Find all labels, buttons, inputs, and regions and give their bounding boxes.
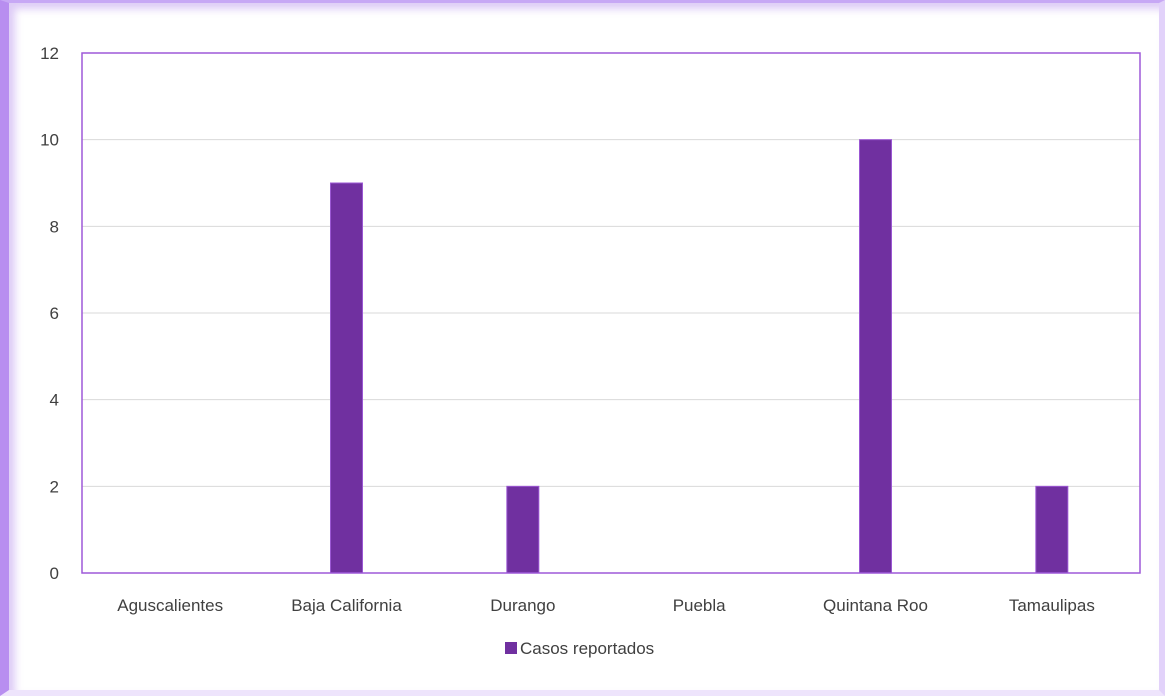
bars	[330, 139, 1069, 574]
y-axis-ticks: 0 2 4 6 8 10 12	[40, 44, 59, 583]
x-category-label: Puebla	[673, 596, 726, 615]
plot-border	[81, 52, 1141, 574]
bar	[506, 485, 540, 574]
legend-swatch	[505, 642, 517, 654]
bar	[330, 182, 363, 574]
x-category-label: Aguscalientes	[117, 596, 223, 615]
y-tick-label: 0	[50, 564, 59, 583]
y-tick-label: 12	[40, 44, 59, 63]
bar	[859, 139, 892, 574]
legend: Casos reportados	[505, 639, 654, 658]
bar	[1035, 485, 1069, 574]
y-tick-label: 10	[40, 131, 59, 150]
y-tick-label: 8	[50, 217, 59, 236]
x-category-label: Quintana Roo	[823, 596, 928, 615]
x-axis-categories: Aguscalientes Baja California Durango Puebl…	[117, 596, 1095, 615]
gridlines	[82, 139, 1140, 487]
x-category-label: Durango	[490, 596, 555, 615]
x-category-label: Tamaulipas	[1009, 596, 1095, 615]
x-category-label: Baja California	[291, 596, 402, 615]
legend-label: Casos reportados	[520, 639, 654, 658]
y-tick-label: 2	[50, 477, 59, 496]
y-tick-label: 4	[50, 391, 59, 410]
y-tick-label: 6	[50, 304, 59, 323]
bar-chart: 0 2 4 6 8 10 12 Aguscalientes Baja California Du…	[40, 44, 1141, 658]
